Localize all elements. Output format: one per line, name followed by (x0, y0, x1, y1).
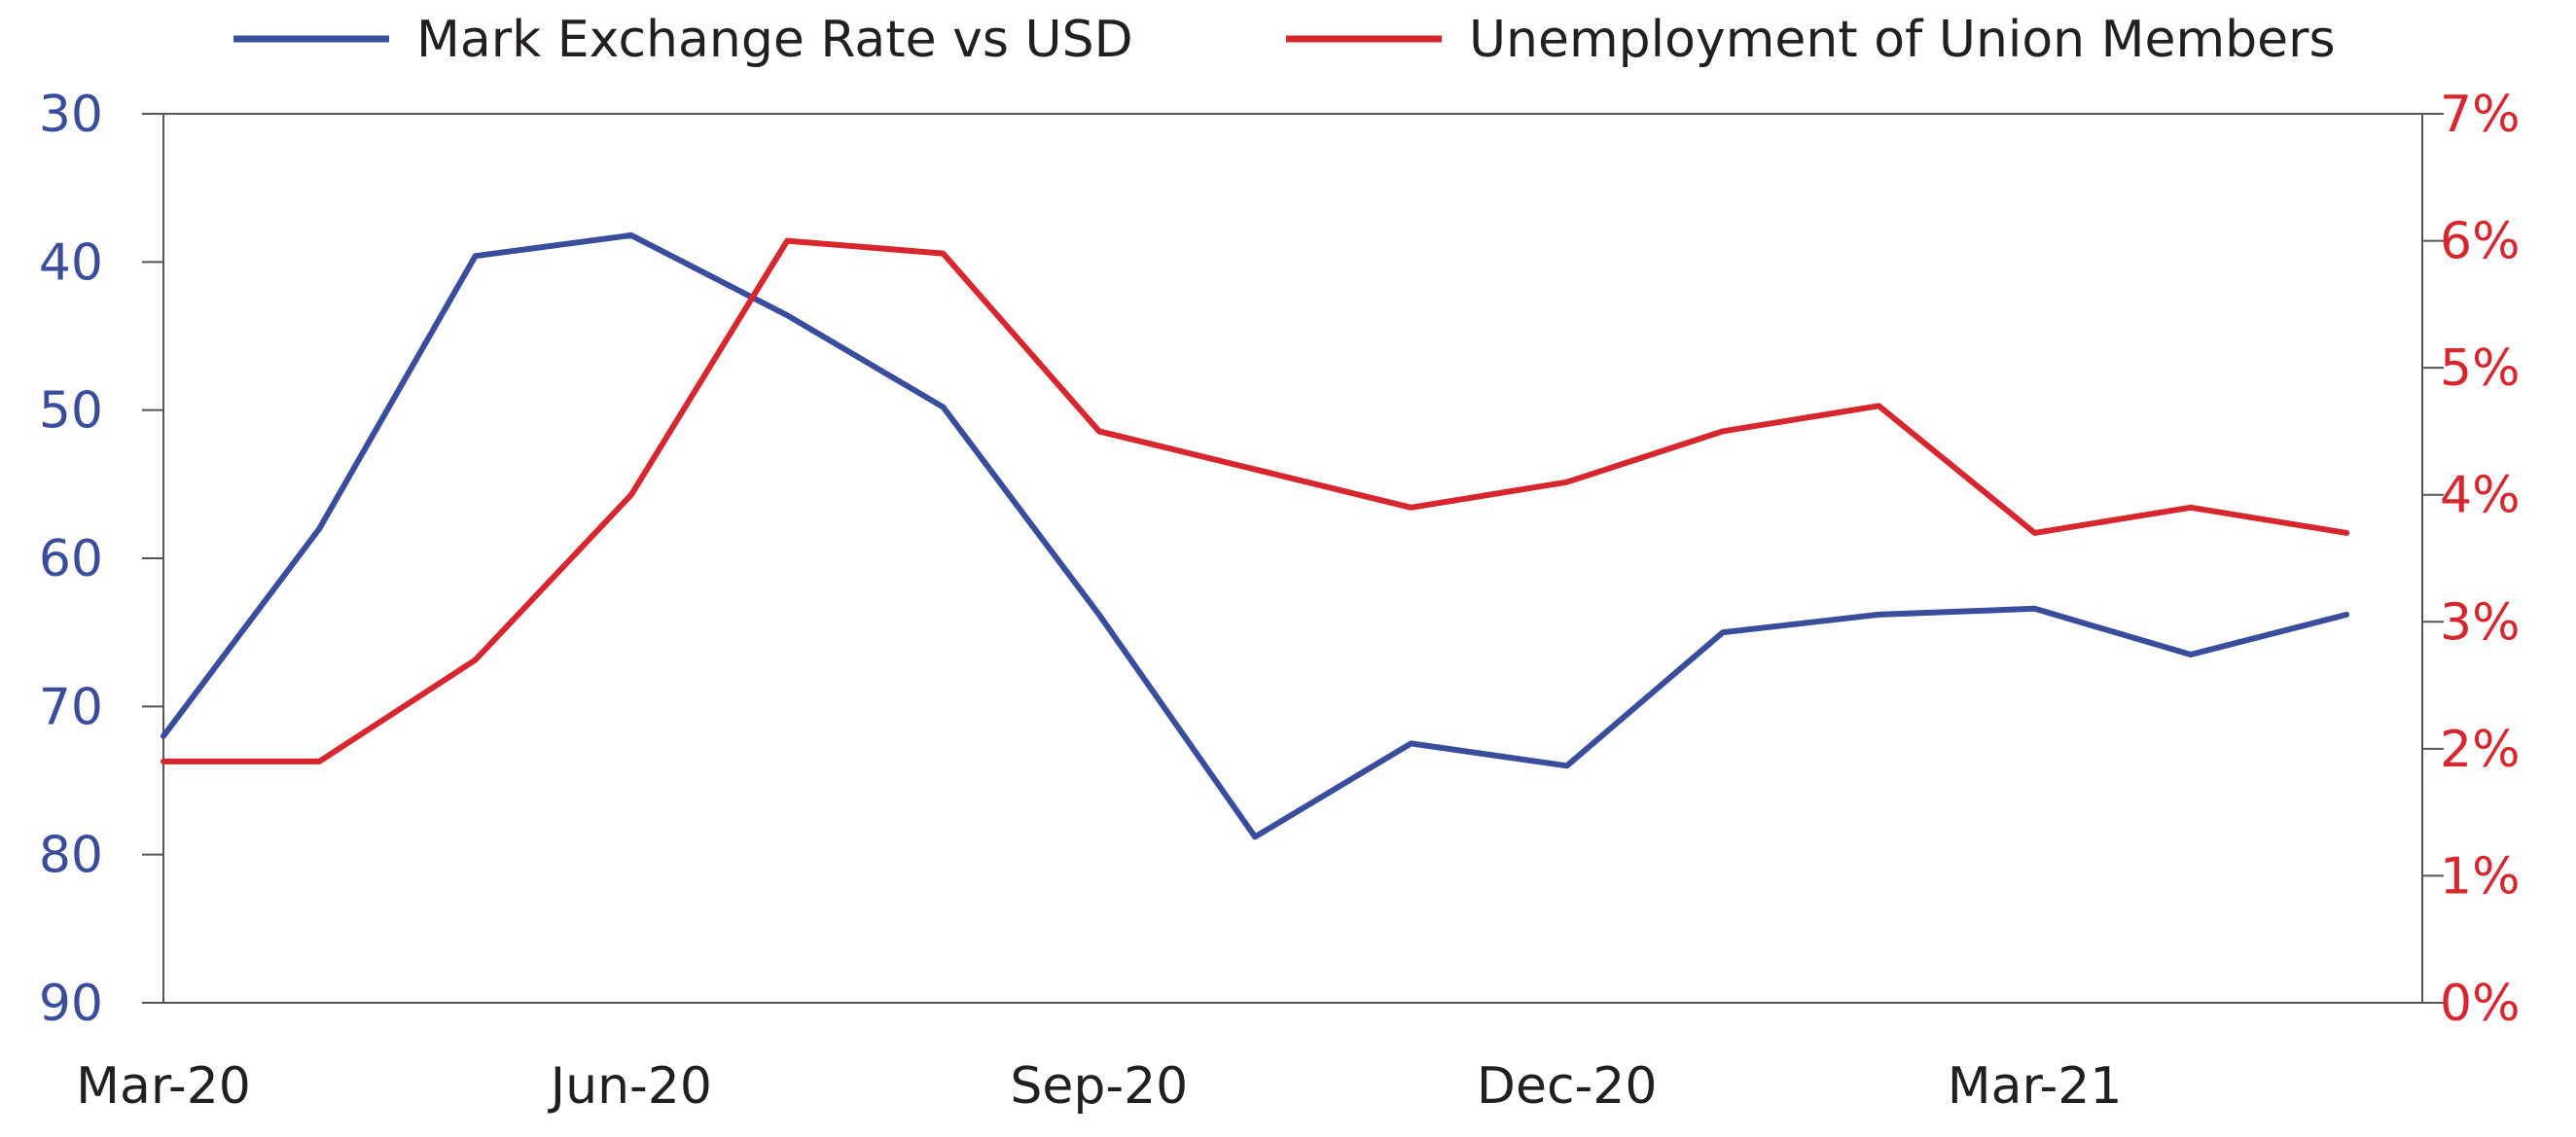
left-axis-tick-label: 90 (39, 975, 103, 1033)
left-axis-tick-label: 40 (39, 233, 103, 292)
data-point (1096, 612, 1102, 618)
data-point (2188, 505, 2194, 511)
right-axis-tick-label: 6% (2440, 213, 2521, 271)
data-point (161, 759, 166, 764)
data-point (1720, 428, 1726, 434)
right-axis-tick-label: 5% (2440, 339, 2521, 398)
data-point (2343, 530, 2349, 536)
right-axis-tick-label: 4% (2440, 467, 2521, 525)
left-axis-tick-label: 50 (39, 382, 103, 441)
legend-item: Unemployment of Union Members (1286, 11, 2336, 69)
data-point (2032, 606, 2038, 612)
x-axis-tick-label: Sep-20 (1010, 1057, 1188, 1116)
data-point (473, 657, 479, 662)
data-point (628, 492, 634, 498)
right-axis-tick-label: 0% (2440, 975, 2521, 1033)
series-layer (161, 231, 2350, 840)
data-point (1408, 505, 1413, 511)
data-point (2343, 612, 2349, 618)
left-axis-tick-label: 30 (39, 86, 103, 144)
right-axis-tick-label: 3% (2440, 593, 2521, 652)
x-axis-tick-label: Dec-20 (1477, 1057, 1658, 1116)
right-axis-tick-label: 7% (2440, 86, 2521, 144)
data-point (784, 238, 790, 244)
series-line-unemployment (161, 237, 2350, 764)
data-point (784, 312, 790, 318)
right-axis-tick-label: 1% (2440, 847, 2521, 906)
series-line-exchange-rate (161, 231, 2350, 840)
data-point (1720, 629, 1726, 635)
data-point (2032, 530, 2038, 536)
data-point (473, 253, 479, 259)
legend-item: Mark Exchange Rate vs USD (233, 11, 1133, 69)
data-point (1876, 612, 1881, 618)
data-point (1876, 403, 1881, 409)
left-axis-tick-label: 80 (39, 827, 103, 885)
legend: Mark Exchange Rate vs USD Unemployment of… (233, 11, 2336, 69)
data-point (1252, 467, 1258, 473)
legend-label: Unemployment of Union Members (1469, 11, 2336, 69)
data-point (1096, 428, 1102, 434)
data-point (316, 526, 322, 532)
left-axis-tick-label: 70 (39, 678, 103, 736)
left-axis-tick-label: 60 (39, 530, 103, 588)
x-axis-tick-label: Mar-21 (1948, 1057, 2123, 1116)
right-axis-tick-label: 2% (2440, 721, 2521, 779)
data-point (941, 405, 947, 410)
data-point (2188, 652, 2194, 657)
data-point (1564, 480, 1570, 485)
data-point (1252, 834, 1258, 839)
data-point (161, 733, 166, 739)
x-axis-tick-label: Jun-20 (548, 1057, 712, 1116)
axes: 30 40 50 60 70 80 90 0% 1% 2% 3% 4% 5% 6% 7% Mar-20 Jun-… (39, 86, 2521, 1116)
data-point (1408, 740, 1413, 746)
x-axis-tick-label: Mar-20 (76, 1057, 251, 1116)
legend-label: Mark Exchange Rate vs USD (416, 11, 1133, 69)
data-point (316, 759, 322, 764)
data-point (1564, 763, 1570, 768)
data-point (941, 251, 947, 257)
data-point (628, 232, 634, 238)
